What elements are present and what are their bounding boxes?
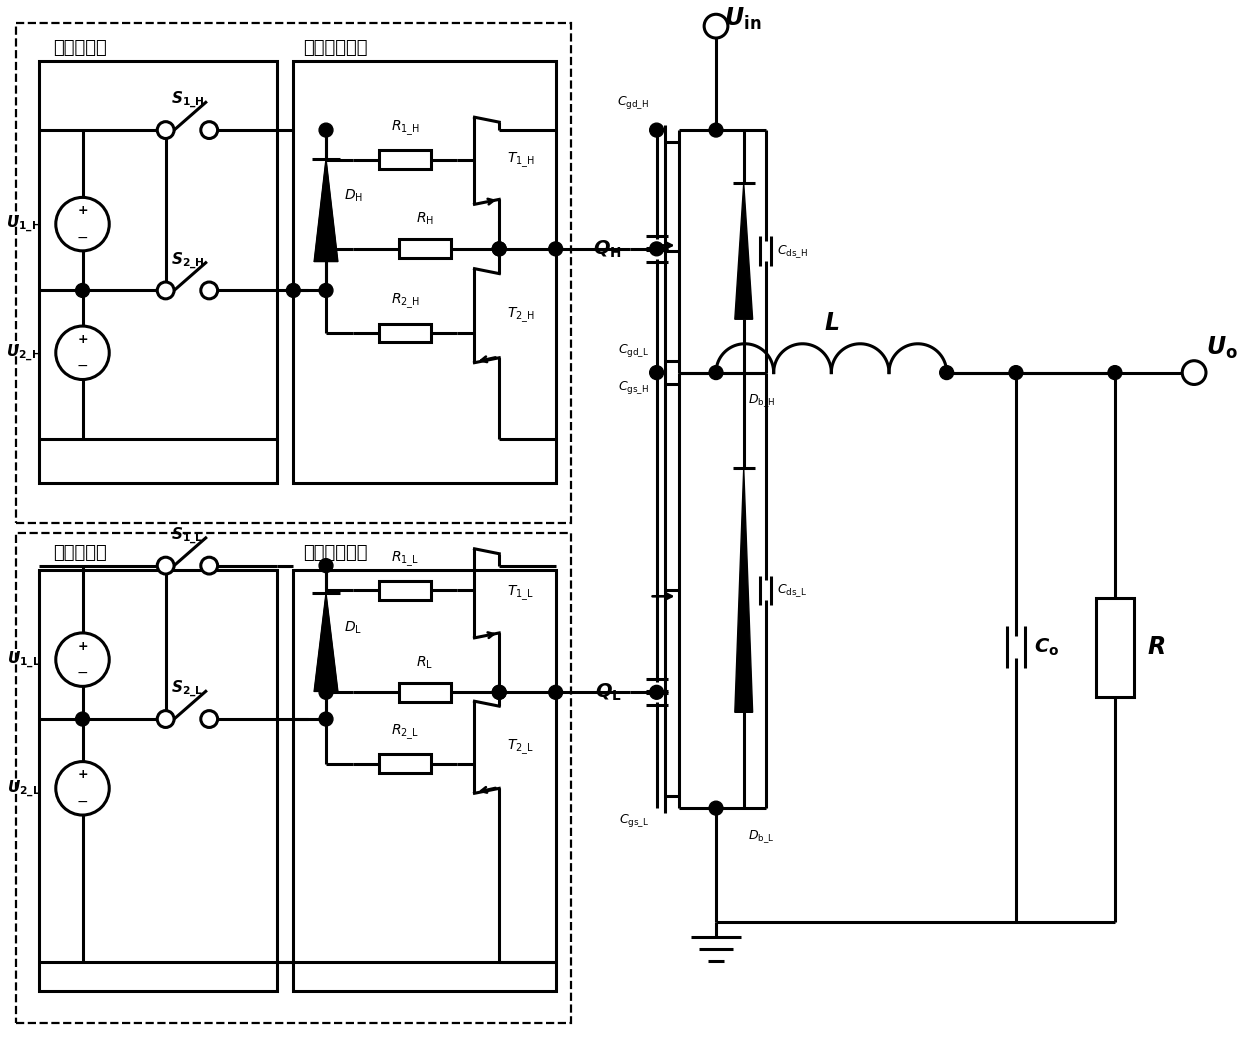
Text: +: + xyxy=(77,769,88,781)
Circle shape xyxy=(709,124,723,137)
Text: $\boldsymbol{S}_{\mathbf{2\_H}}$: $\boldsymbol{S}_{\mathbf{2\_H}}$ xyxy=(171,250,205,270)
Text: $R_{\mathrm{1\_H}}$: $R_{\mathrm{1\_H}}$ xyxy=(391,118,419,138)
Text: $\boldsymbol{S}_{\mathbf{1\_H}}$: $\boldsymbol{S}_{\mathbf{1\_H}}$ xyxy=(171,90,205,110)
Text: $\boldsymbol{U}_{\mathbf{2\_H}}$: $\boldsymbol{U}_{\mathbf{2\_H}}$ xyxy=(6,342,41,363)
Text: $\boldsymbol{Q}_{\mathbf{H}}$: $\boldsymbol{Q}_{\mathbf{H}}$ xyxy=(593,239,622,260)
Circle shape xyxy=(201,121,218,138)
Text: $\boldsymbol{C}_{\mathbf{o}}$: $\boldsymbol{C}_{\mathbf{o}}$ xyxy=(1034,637,1059,658)
Text: −: − xyxy=(77,359,88,373)
Circle shape xyxy=(492,242,506,256)
Circle shape xyxy=(76,712,89,725)
Text: $C_{\mathrm{gs\_H}}$: $C_{\mathrm{gs\_H}}$ xyxy=(618,379,649,396)
Text: −: − xyxy=(77,666,88,680)
Circle shape xyxy=(709,365,723,379)
Text: $\boldsymbol{U}_{\mathbf{o}}$: $\boldsymbol{U}_{\mathbf{o}}$ xyxy=(1207,335,1238,361)
Text: $C_{\mathrm{gs\_L}}$: $C_{\mathrm{gs\_L}}$ xyxy=(619,811,649,829)
Circle shape xyxy=(940,365,954,379)
Circle shape xyxy=(650,365,663,379)
Circle shape xyxy=(704,15,728,38)
Text: $C_{\mathrm{gd\_H}}$: $C_{\mathrm{gd\_H}}$ xyxy=(616,94,649,111)
Circle shape xyxy=(709,802,723,815)
Text: $R_{\mathrm{2\_H}}$: $R_{\mathrm{2\_H}}$ xyxy=(391,291,419,312)
Circle shape xyxy=(1009,365,1023,379)
Bar xyxy=(379,150,432,169)
Circle shape xyxy=(157,711,174,728)
Circle shape xyxy=(549,242,563,256)
Circle shape xyxy=(1182,361,1207,384)
Circle shape xyxy=(76,283,89,298)
Text: 低边驱动器: 低边驱动器 xyxy=(53,544,107,562)
Bar xyxy=(399,683,450,702)
Circle shape xyxy=(1109,365,1122,379)
Text: $\boldsymbol{R}$: $\boldsymbol{R}$ xyxy=(1147,636,1164,659)
Text: $D_{\mathrm{b\_H}}$: $D_{\mathrm{b\_H}}$ xyxy=(748,393,775,409)
Text: $C_{\mathrm{ds\_H}}$: $C_{\mathrm{ds\_H}}$ xyxy=(777,243,808,260)
Bar xyxy=(16,533,570,1023)
Circle shape xyxy=(157,282,174,299)
Circle shape xyxy=(201,282,218,299)
Circle shape xyxy=(650,242,663,256)
Circle shape xyxy=(319,712,334,725)
Text: $\boldsymbol{S}_{\mathbf{1\_L}}$: $\boldsymbol{S}_{\mathbf{1\_L}}$ xyxy=(171,526,203,546)
Text: $\boldsymbol{U}_{\mathbf{1\_H}}$: $\boldsymbol{U}_{\mathbf{1\_H}}$ xyxy=(6,214,41,234)
Bar xyxy=(379,581,432,600)
Circle shape xyxy=(549,685,563,699)
Text: $C_{\mathrm{ds\_L}}$: $C_{\mathrm{ds\_L}}$ xyxy=(777,582,807,599)
Circle shape xyxy=(319,559,334,572)
Circle shape xyxy=(201,558,218,574)
Polygon shape xyxy=(314,593,337,692)
Circle shape xyxy=(157,121,174,138)
Circle shape xyxy=(492,685,506,699)
Circle shape xyxy=(492,685,506,699)
Text: −: − xyxy=(77,230,88,245)
Text: +: + xyxy=(77,640,88,653)
Text: $T_{\mathrm{2\_H}}$: $T_{\mathrm{2\_H}}$ xyxy=(507,306,534,325)
Bar xyxy=(379,323,432,342)
Text: 低边辅助单元: 低边辅助单元 xyxy=(304,544,368,562)
Bar xyxy=(399,240,450,259)
Circle shape xyxy=(319,242,334,256)
Text: −: − xyxy=(77,795,88,809)
Circle shape xyxy=(492,242,506,256)
Text: $D_{\mathrm{b\_L}}$: $D_{\mathrm{b\_L}}$ xyxy=(748,828,774,845)
Text: $R_{\mathrm{1\_L}}$: $R_{\mathrm{1\_L}}$ xyxy=(391,549,419,568)
Circle shape xyxy=(201,711,218,728)
Text: $\boldsymbol{U}_{\mathbf{2\_L}}$: $\boldsymbol{U}_{\mathbf{2\_L}}$ xyxy=(7,778,41,798)
Circle shape xyxy=(286,283,300,298)
Circle shape xyxy=(319,124,334,137)
Text: $T_{\mathrm{2\_L}}$: $T_{\mathrm{2\_L}}$ xyxy=(507,737,534,757)
Text: +: + xyxy=(77,204,88,218)
Text: 高边驱动器: 高边驱动器 xyxy=(53,39,107,57)
Text: $T_{\mathrm{1\_H}}$: $T_{\mathrm{1\_H}}$ xyxy=(507,151,534,170)
Text: $C_{\mathrm{gd\_L}}$: $C_{\mathrm{gd\_L}}$ xyxy=(618,342,649,359)
Bar xyxy=(16,23,570,523)
Bar xyxy=(38,61,277,484)
Text: $R_{\mathrm{L}}$: $R_{\mathrm{L}}$ xyxy=(417,654,434,671)
Text: $D_{\mathrm{L}}$: $D_{\mathrm{L}}$ xyxy=(343,619,362,636)
Polygon shape xyxy=(735,184,753,319)
Circle shape xyxy=(319,283,334,298)
Circle shape xyxy=(650,685,663,699)
Text: $\boldsymbol{U}_{\mathbf{1\_L}}$: $\boldsymbol{U}_{\mathbf{1\_L}}$ xyxy=(7,649,41,670)
Bar xyxy=(38,569,277,992)
Text: 高边辅助单元: 高边辅助单元 xyxy=(304,39,368,57)
Bar xyxy=(379,754,432,773)
Text: $\boldsymbol{L}$: $\boldsymbol{L}$ xyxy=(823,310,839,335)
Circle shape xyxy=(650,124,663,137)
Polygon shape xyxy=(314,159,337,262)
Text: $D_{\mathrm{H}}$: $D_{\mathrm{H}}$ xyxy=(343,187,363,204)
Bar xyxy=(294,569,556,992)
Polygon shape xyxy=(735,469,753,713)
Text: $T_{\mathrm{1\_L}}$: $T_{\mathrm{1\_L}}$ xyxy=(507,584,534,603)
Text: $R_{\mathrm{H}}$: $R_{\mathrm{H}}$ xyxy=(415,211,434,227)
Text: $R_{\mathrm{2\_L}}$: $R_{\mathrm{2\_L}}$ xyxy=(391,722,419,741)
Text: $\boldsymbol{Q}_{\mathbf{L}}$: $\boldsymbol{Q}_{\mathbf{L}}$ xyxy=(595,682,622,703)
Text: $\boldsymbol{U}_{\mathbf{in}}$: $\boldsymbol{U}_{\mathbf{in}}$ xyxy=(724,5,761,32)
Circle shape xyxy=(319,685,334,699)
Text: +: + xyxy=(77,333,88,346)
Circle shape xyxy=(157,558,174,574)
Text: $\boldsymbol{S}_{\mathbf{2\_L}}$: $\boldsymbol{S}_{\mathbf{2\_L}}$ xyxy=(171,679,203,699)
Bar xyxy=(294,61,556,484)
Bar xyxy=(1096,598,1133,697)
